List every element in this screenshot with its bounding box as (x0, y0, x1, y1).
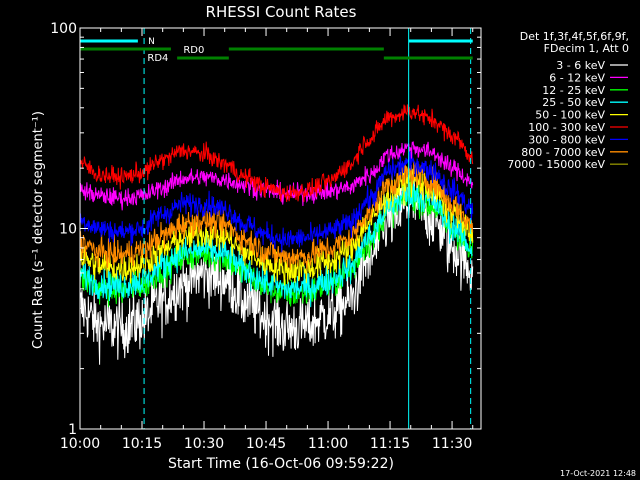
x-axis-label: Start Time (16-Oct-06 09:59:22) (168, 456, 394, 472)
series-line-6-12kev (80, 140, 474, 211)
x-tick-label: 10:00 (60, 436, 100, 452)
chart-title: RHESSI Count Rates (206, 3, 357, 21)
legend-entry-label: 300 - 800 keV (528, 133, 605, 146)
x-tick-label: 10:15 (122, 436, 162, 452)
legend-entry-label: 6 - 12 keV (549, 71, 605, 84)
legend-header-2: FDecim 1, Att 0 (544, 42, 629, 55)
legend-entry-label: 3 - 6 keV (556, 59, 605, 72)
n-label-left: N (148, 37, 155, 47)
rd4-label: RD4 (147, 53, 168, 64)
y-axis-label: Count Rate (s⁻¹ detector segment⁻¹) (31, 111, 46, 349)
x-tick-label: 11:15 (370, 436, 410, 452)
legend-entry-label: 50 - 100 keV (535, 109, 605, 122)
y-tick-label: 1 (68, 422, 77, 438)
x-tick-label: 11:00 (308, 436, 348, 452)
series-line-800-7000kev (80, 160, 474, 270)
series-line-25-50kev (80, 177, 473, 308)
y-tick-label: 10 (59, 222, 77, 238)
x-tick-label: 10:45 (246, 436, 286, 452)
legend-header-1: Det 1f,3f,4f,5f,6f,9f, (520, 30, 629, 43)
rd0-label: RD0 (183, 45, 204, 56)
series-line-300-800kev (80, 149, 474, 253)
legend-entry-label: 25 - 50 keV (542, 96, 605, 109)
x-tick-label: 10:30 (184, 436, 224, 452)
y-tick-label: 100 (50, 21, 77, 37)
timestamp: 17-Oct-2021 12:48 (560, 469, 636, 478)
legend-entry-label: 12 - 25 keV (542, 84, 605, 97)
legend-entry-label: 800 - 7000 keV (521, 146, 605, 159)
x-tick-label: 11:30 (432, 436, 472, 452)
series-line-100-300kev (80, 104, 474, 202)
series-line-50-100kev (80, 165, 474, 286)
legend-entry-label: 100 - 300 keV (528, 121, 605, 134)
legend: Det 1f,3f,4f,5f,6f,9f,FDecim 1, Att 0 3 -… (507, 30, 629, 171)
plot-axes: 10:00 10:15 10:30 10:45 11:00 11:15 11:30 1 10 10… (50, 21, 482, 452)
series-line-3-6kev (80, 179, 474, 365)
legend-entry-label: 7000 - 15000 keV (507, 158, 605, 171)
